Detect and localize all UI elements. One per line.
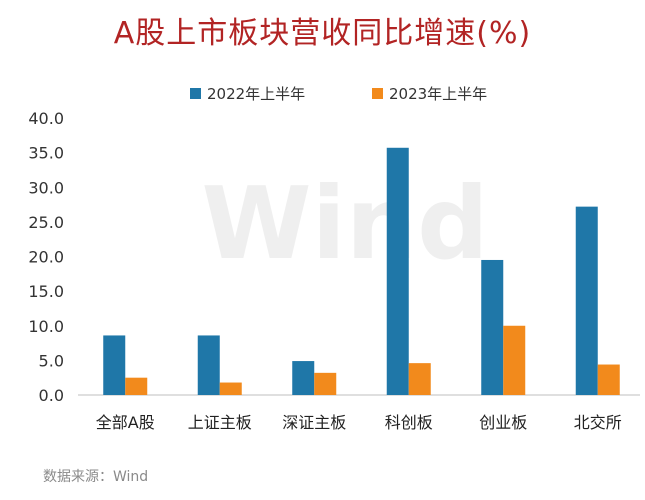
x-tick-label: 创业板	[479, 413, 527, 432]
y-tick-label: 25.0	[28, 213, 64, 232]
y-axis: 0.0 5.0 10.0 15.0 20.0 25.0 30.0 35.0 40.0	[28, 109, 64, 405]
y-tick-label: 10.0	[28, 317, 64, 336]
x-tick-label: 全部A股	[96, 413, 155, 432]
x-tick-label: 深证主板	[282, 413, 346, 432]
x-tick-label: 北交所	[574, 413, 622, 432]
bar-series-2	[314, 372, 337, 395]
legend-swatch	[372, 88, 383, 99]
x-tick-label: 上证主板	[188, 413, 252, 432]
source-note: 数据来源：Wind	[43, 469, 149, 485]
legend-label: 2022年上半年	[207, 85, 305, 103]
bar-series-1	[575, 206, 598, 395]
y-tick-label: 20.0	[28, 248, 64, 267]
bar-series-2	[408, 363, 431, 395]
bars	[103, 147, 620, 395]
bar-series-2	[125, 377, 148, 395]
y-tick-label: 35.0	[28, 144, 64, 163]
watermark-logo: Wind	[201, 165, 488, 282]
y-tick-label: 0.0	[39, 386, 64, 405]
y-tick-label: 40.0	[28, 109, 64, 128]
y-tick-label: 15.0	[28, 282, 64, 301]
bar-series-1	[481, 259, 504, 395]
bar-series-1	[103, 335, 126, 395]
x-tick-label: 科创板	[385, 413, 433, 432]
bar-series-2	[597, 364, 620, 395]
bar-series-1	[386, 147, 409, 395]
chart-title: A股上市板块营收同比增速(%)	[113, 16, 532, 51]
bar-series-2	[503, 325, 526, 395]
bar-series-1	[197, 335, 220, 395]
y-tick-label: 30.0	[28, 178, 64, 197]
y-tick-label: 5.0	[39, 351, 64, 370]
legend-label: 2023年上半年	[389, 85, 487, 103]
x-axis: 全部A股 上证主板 深证主板 科创板 创业板 北交所	[78, 394, 640, 432]
bar-series-1	[292, 361, 315, 395]
bar-series-2	[219, 382, 242, 395]
legend: 2022年上半年 2023年上半年	[190, 85, 487, 103]
legend-swatch	[190, 88, 201, 99]
